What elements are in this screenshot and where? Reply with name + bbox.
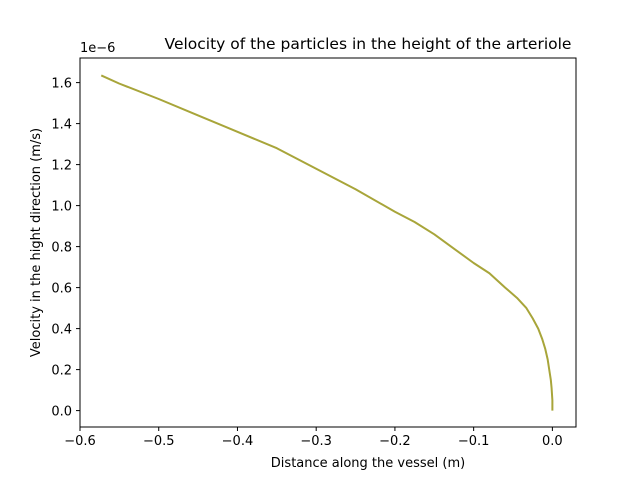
y-tick-label: 0.2 — [51, 364, 72, 379]
y-offset-text: 1e−6 — [80, 41, 115, 56]
x-tick-label: −0.1 — [458, 434, 490, 449]
y-tick-label: 1.4 — [51, 118, 72, 133]
y-axis-label: Velocity in the hight direction (m/s) — [29, 128, 44, 357]
x-tick-label: 0.0 — [542, 434, 563, 449]
y-tick-label: 0.6 — [51, 282, 72, 297]
x-tick-label: −0.5 — [143, 434, 175, 449]
y-tick-label: 0.0 — [51, 405, 72, 420]
x-tick-label: −0.6 — [64, 434, 96, 449]
y-tick-label: 1.0 — [51, 200, 72, 215]
x-tick-label: −0.3 — [300, 434, 332, 449]
x-axis-label: Distance along the vessel (m) — [271, 456, 465, 471]
y-tick-label: 1.2 — [51, 159, 72, 174]
series-line — [100, 74, 554, 411]
y-tick-label: 0.4 — [51, 323, 72, 338]
y-tick-label: 1.6 — [51, 77, 72, 92]
x-axis: −0.6 −0.5 −0.4 −0.3 −0.2 −0.1 0.0 — [64, 427, 563, 449]
y-axis: 0.0 0.2 0.4 0.6 0.8 1.0 1.2 1.4 1.6 — [51, 77, 80, 420]
x-tick-label: −0.2 — [379, 434, 411, 449]
series-layer — [100, 74, 554, 411]
axes-frame — [79, 57, 577, 428]
y-tick-label: 0.8 — [51, 241, 72, 256]
chart-title: Velocity of the particles in the height … — [165, 35, 572, 53]
x-tick-label: −0.4 — [222, 434, 254, 449]
